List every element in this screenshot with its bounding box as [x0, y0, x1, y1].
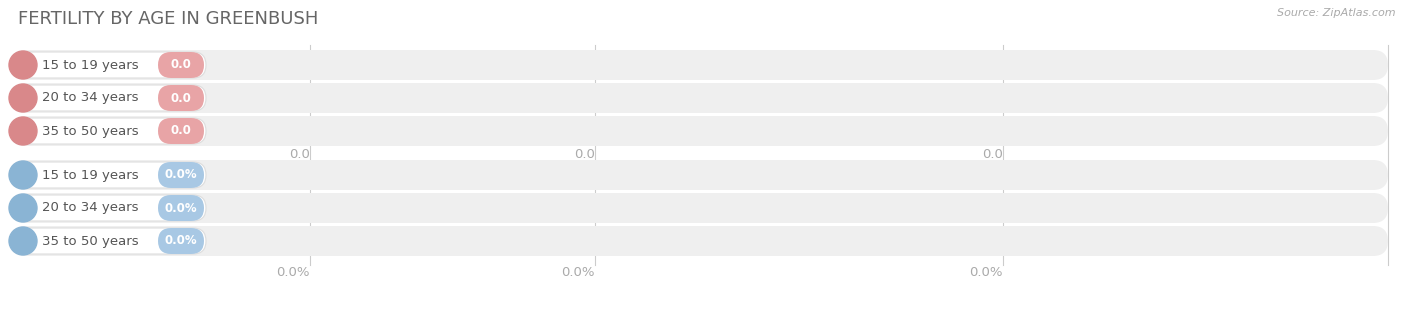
FancyBboxPatch shape — [13, 162, 207, 188]
Text: 0.0: 0.0 — [290, 148, 309, 161]
FancyBboxPatch shape — [157, 228, 204, 254]
Text: 15 to 19 years: 15 to 19 years — [42, 169, 139, 182]
Text: 35 to 50 years: 35 to 50 years — [42, 124, 139, 138]
Circle shape — [8, 51, 37, 79]
Text: 0.0: 0.0 — [170, 91, 191, 105]
Text: 0.0: 0.0 — [170, 58, 191, 72]
Text: 0.0%: 0.0% — [561, 267, 595, 280]
Circle shape — [8, 161, 37, 189]
Text: 0.0%: 0.0% — [165, 235, 197, 248]
Text: 0.0%: 0.0% — [165, 169, 197, 182]
Text: 20 to 34 years: 20 to 34 years — [42, 202, 139, 214]
FancyBboxPatch shape — [13, 52, 207, 78]
FancyBboxPatch shape — [10, 226, 1388, 256]
FancyBboxPatch shape — [13, 195, 207, 221]
FancyBboxPatch shape — [13, 118, 207, 144]
FancyBboxPatch shape — [157, 195, 204, 221]
Text: 0.0%: 0.0% — [970, 267, 1002, 280]
Circle shape — [8, 227, 37, 255]
FancyBboxPatch shape — [157, 118, 204, 144]
FancyBboxPatch shape — [10, 83, 1388, 113]
Circle shape — [8, 194, 37, 222]
Circle shape — [8, 84, 37, 112]
FancyBboxPatch shape — [10, 50, 1388, 80]
Text: FERTILITY BY AGE IN GREENBUSH: FERTILITY BY AGE IN GREENBUSH — [18, 10, 318, 28]
Text: 0.0: 0.0 — [574, 148, 595, 161]
FancyBboxPatch shape — [13, 85, 207, 111]
FancyBboxPatch shape — [13, 228, 207, 254]
Text: 35 to 50 years: 35 to 50 years — [42, 235, 139, 248]
FancyBboxPatch shape — [157, 52, 204, 78]
Text: 20 to 34 years: 20 to 34 years — [42, 91, 139, 105]
Circle shape — [8, 117, 37, 145]
FancyBboxPatch shape — [157, 162, 204, 188]
Text: 0.0: 0.0 — [170, 124, 191, 138]
Text: Source: ZipAtlas.com: Source: ZipAtlas.com — [1278, 8, 1396, 18]
Text: 0.0%: 0.0% — [277, 267, 309, 280]
Text: 0.0%: 0.0% — [165, 202, 197, 214]
FancyBboxPatch shape — [10, 116, 1388, 146]
FancyBboxPatch shape — [10, 160, 1388, 190]
Text: 15 to 19 years: 15 to 19 years — [42, 58, 139, 72]
FancyBboxPatch shape — [10, 193, 1388, 223]
FancyBboxPatch shape — [157, 85, 204, 111]
Text: 0.0: 0.0 — [983, 148, 1002, 161]
